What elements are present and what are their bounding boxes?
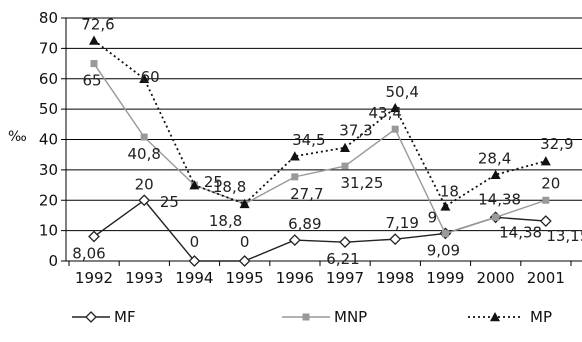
data-label-mnp-1994: 25 [160,193,179,211]
data-label-mp-1998: 50,4 [385,83,418,101]
series-line-mnp [93,63,547,235]
x-tick-label-1996: 1996 [276,269,314,287]
data-label-mnp-1996: 27,7 [290,185,323,203]
point-mp-2000 [490,169,501,179]
point-mf-2001 [539,215,552,227]
data-label-mp-2001: 32,9 [540,135,573,153]
y-tick-label-10: 10 [39,222,58,240]
data-label-mp-1997: 37,3 [339,122,372,140]
data-label-mp-1999: 18 [440,182,459,200]
legend-mf-marker [85,311,97,323]
data-label-mp-1993: 60 [141,68,160,86]
data-labels: 8,0620006,896,217,199,0914,3813,156540,8… [72,15,582,268]
x-tick-label-1994: 1994 [175,269,213,287]
data-label-mnp-1992: 65 [82,72,101,90]
point-mnp-1999 [441,230,449,238]
point-mp-1998 [390,102,401,113]
point-mf-1998 [389,233,402,246]
data-label-mp-1996: 34,5 [292,131,325,149]
x-tick-label-1993: 1993 [125,269,163,287]
data-label-mf-1999: 9,09 [427,241,460,259]
data-label-mf-1993: 20 [135,175,154,193]
point-mp-1992 [89,35,99,45]
point-mp-1994 [189,180,200,190]
y-tick-label-80: 80 [39,9,58,27]
legend-mp-marker [490,312,500,322]
axes [61,17,582,266]
y-tick-label-70: 70 [39,39,58,57]
data-label-mnp-1995: 18,8 [209,212,242,230]
x-tick-labels: 1992 1993 1994 1995 1996 1997 1998 1999 2000 2001 [75,269,565,287]
point-mnp-1998 [391,125,399,133]
y-tick-label-60: 60 [39,70,58,88]
point-mnp-1993 [140,133,148,141]
point-mf-1992 [88,230,100,243]
y-tick-label-20: 20 [39,191,58,209]
data-label-mnp-2001: 20 [541,174,560,192]
data-label-mp-2000: 28,4 [478,150,511,168]
y-tick-labels: 0 10 20 30 40 50 60 70 80 [39,9,58,270]
data-label-mnp-1997: 31,25 [341,174,384,192]
x-tick-label-1995: 1995 [226,269,264,287]
point-mnp-2001 [542,196,550,204]
y-tick-label-0: 0 [48,252,58,270]
data-label-mnp-1993: 40,8 [127,145,160,163]
series-layer [88,35,552,267]
series-line-mp [93,39,547,208]
y-tick-label-30: 30 [39,161,58,179]
data-label-mf-2000: 14,38 [499,223,542,241]
x-tick-label-2000: 2000 [477,269,515,287]
y-axis-label: ‰ [8,129,27,145]
data-label-mnp-1998: 43,4 [368,104,401,122]
point-mp-1993 [139,73,150,83]
data-label-mf-2001: 13,15 [546,227,582,245]
y-tick-label-40: 40 [39,131,58,149]
point-mf-1994 [188,255,201,267]
data-label-mf-1996: 6,89 [288,215,321,233]
x-tick-label-1998: 1998 [376,269,414,287]
point-mf-1996 [288,234,301,246]
x-tick-label-1992: 1992 [75,269,113,287]
point-mp-1997 [340,142,350,152]
legend-mp-label: MP [530,308,552,326]
point-mf-1993 [138,194,151,207]
data-label-mp-1994: 25 [204,173,223,191]
data-label-mp-1995: 18,8 [213,178,246,196]
data-label-mf-1998: 7,19 [385,214,418,232]
data-label-mf-1997: 6,21 [326,250,359,268]
point-mf-1995 [238,255,251,267]
data-label-mf-1992: 8,06 [72,245,105,263]
point-mp-1999 [440,201,451,211]
data-label-mnp-2000: 14,38 [478,190,521,208]
x-tick-label-1999: 1999 [426,269,464,287]
point-mp-2001 [540,156,551,166]
data-label-mp-1992: 72,6 [81,15,114,33]
point-mnp-2000 [492,213,500,221]
point-mnp-1992 [90,60,98,68]
data-label-mf-1995: 0 [240,233,250,251]
point-mp-1996 [289,151,300,161]
legend-mf-label: MF [114,308,136,326]
data-label-mf-1994: 0 [190,233,200,251]
x-tick-label-2001: 2001 [527,269,565,287]
point-mnp-1997 [341,162,349,170]
data-label-mnp-1999: 9 [428,209,438,227]
point-mf-1997 [339,236,351,249]
point-mnp-1996 [291,173,299,181]
x-tick-label-1997: 1997 [326,269,364,287]
legend-mnp-label: MNP [334,308,367,326]
y-tick-label-50: 50 [39,100,58,118]
point-mp-1995 [239,198,250,209]
legend-mnp-marker [302,313,310,321]
legend: MF MNP MP [72,308,552,326]
